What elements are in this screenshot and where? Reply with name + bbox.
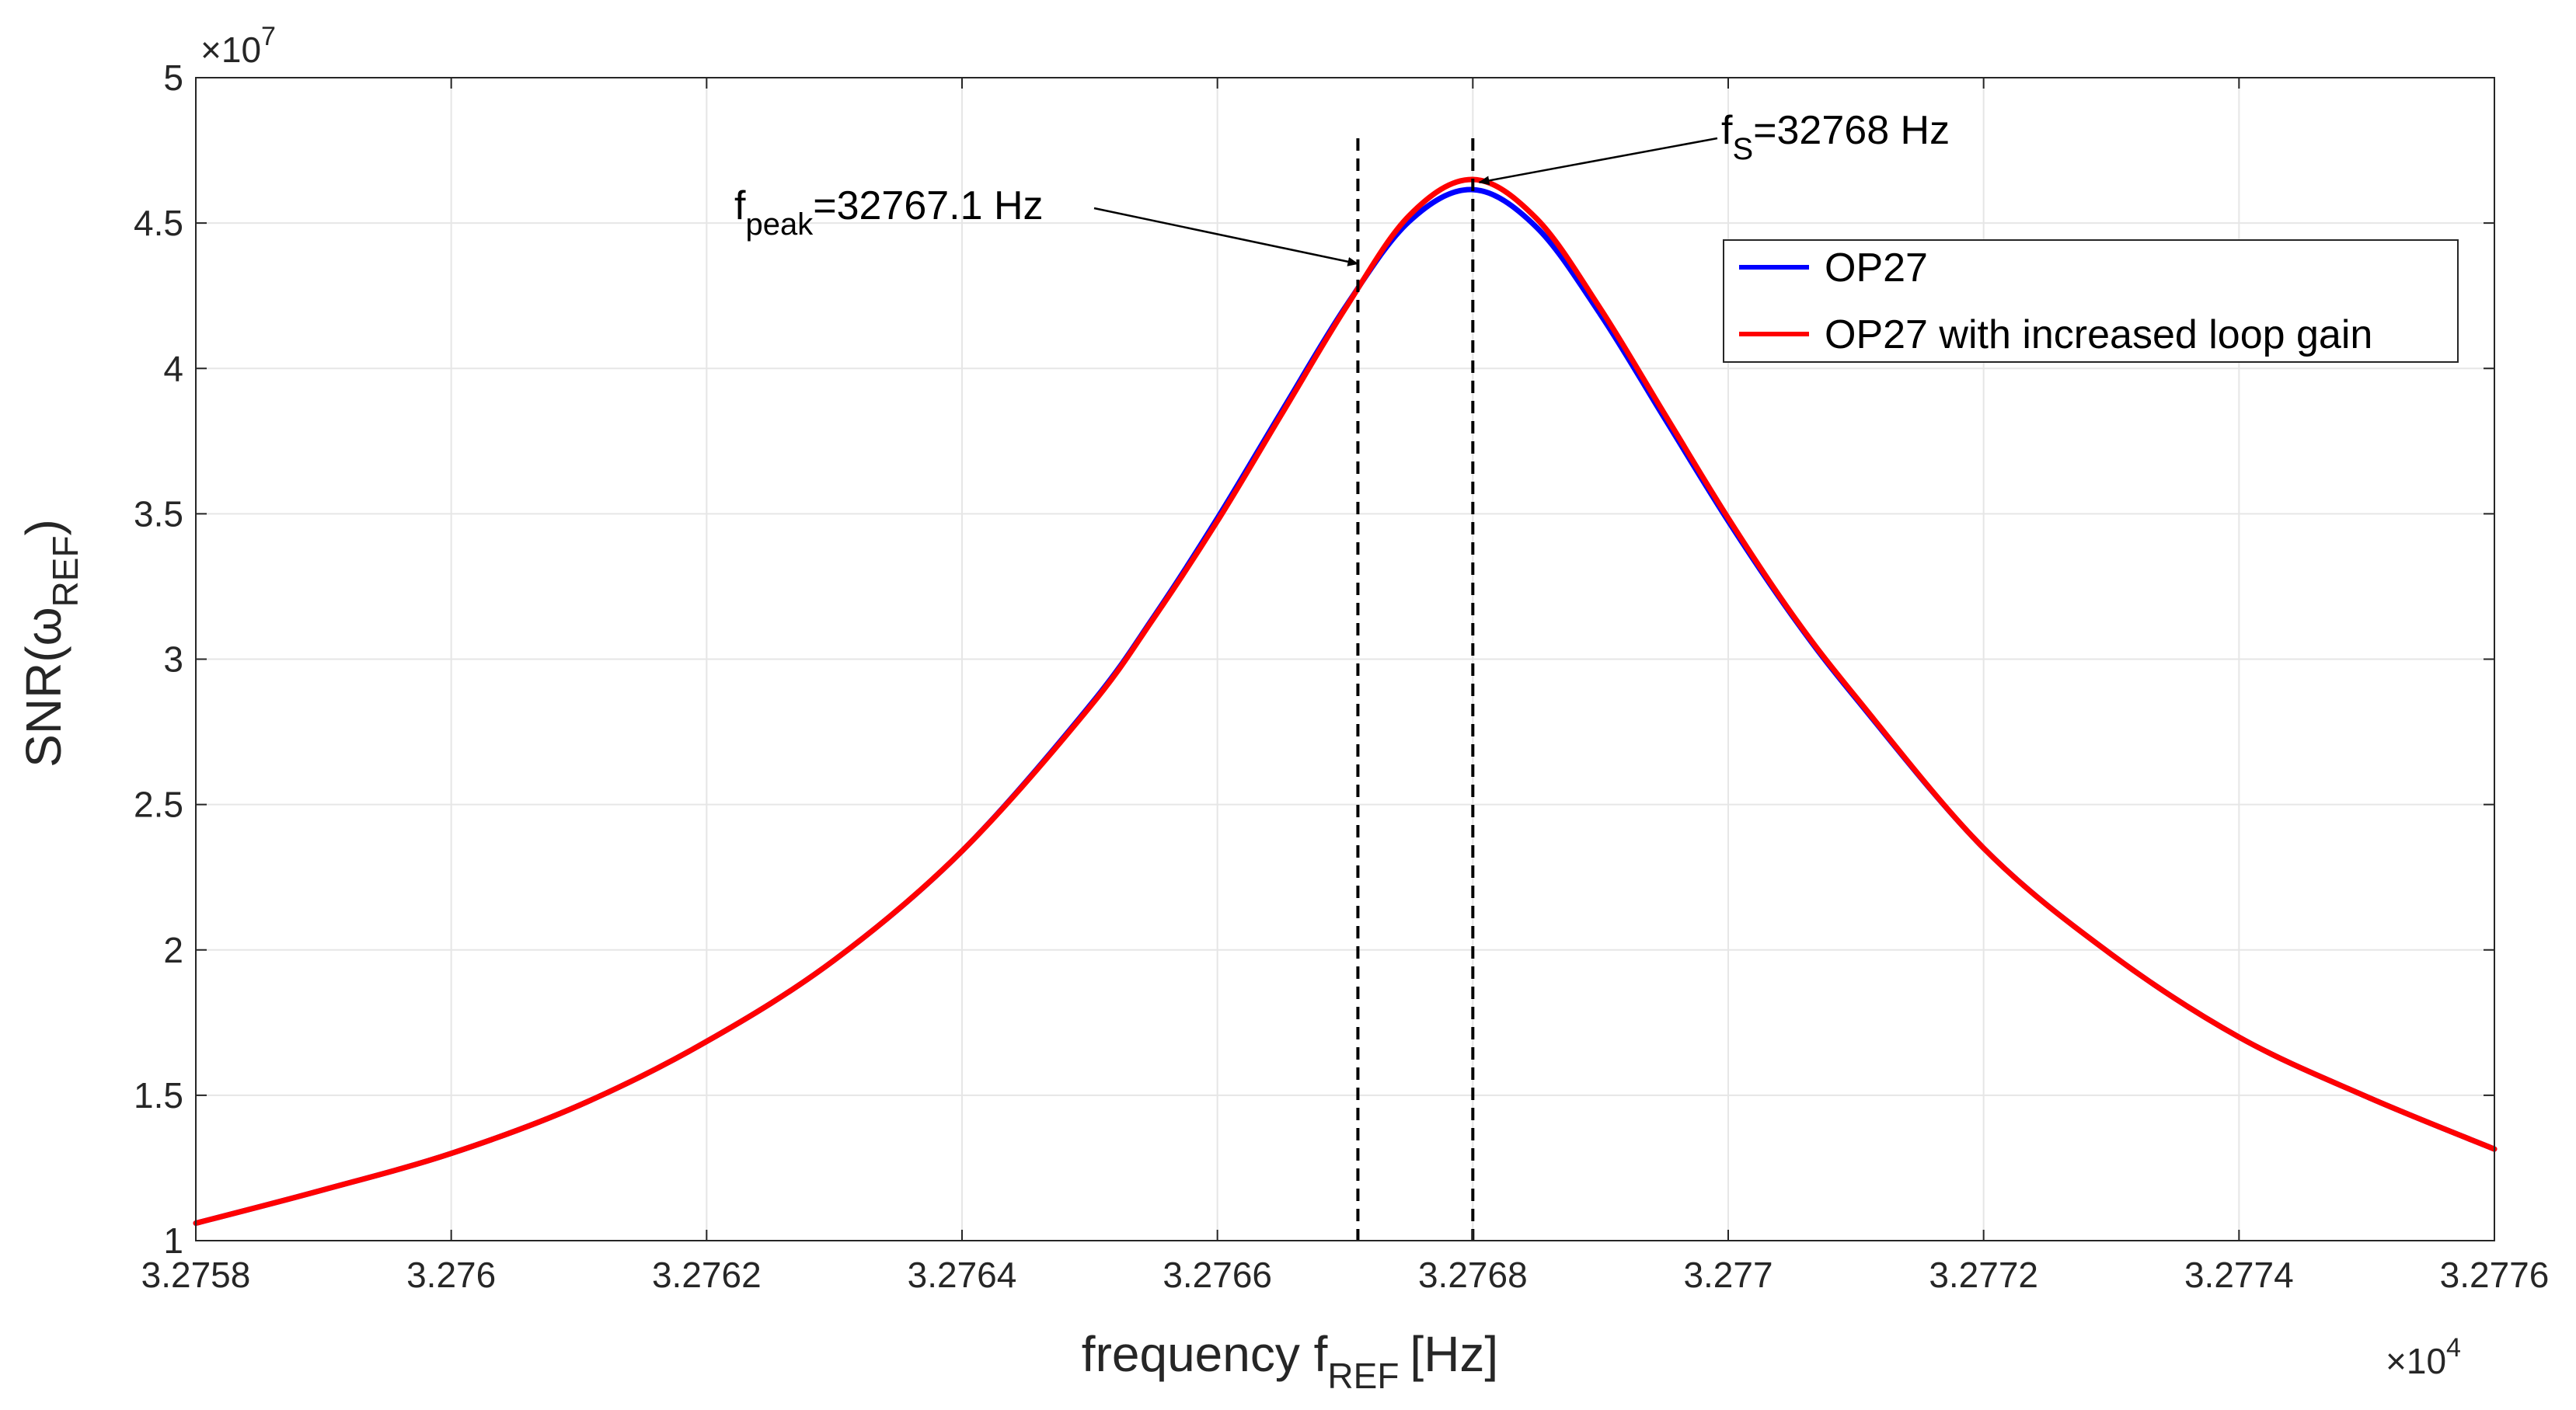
- x-tick-label-5: 3.2768: [1418, 1255, 1528, 1295]
- y-tick-label-1: 1.5: [134, 1075, 183, 1116]
- y-tick-label-3: 2.5: [134, 785, 183, 825]
- y-tick-label-6: 4: [163, 348, 183, 388]
- series-line-1: [193, 176, 2498, 1226]
- y-axis-label: SNR(ωREF): [16, 519, 85, 768]
- legend-label-increased-gain: OP27 with increased loop gain: [1825, 312, 2372, 357]
- legend-box: [1723, 239, 2459, 363]
- y-tick-label-8: 5: [163, 57, 183, 98]
- y-axis-label-main: SNR(ω: [16, 607, 71, 767]
- x-tick-label-2: 3.2762: [652, 1255, 762, 1295]
- series-group: [193, 176, 2498, 1226]
- y-axis-label-sub: REF: [45, 535, 85, 607]
- axis-ticks: 3.2758 3.276 3.2762 3.2764 3.2766 3.2768 3.277…: [134, 57, 2549, 1295]
- x-multiplier-exp: 4: [2446, 1333, 2461, 1363]
- x-multiplier: ×104: [2386, 1333, 2461, 1381]
- y-multiplier: ×107: [200, 22, 276, 70]
- x-multiplier-base: ×10: [2386, 1341, 2446, 1381]
- legend: OP27 OP27 with increased loop gain: [1723, 239, 2459, 363]
- x-tick-label-0: 3.2758: [141, 1255, 251, 1295]
- x-tick-label-3: 3.2764: [908, 1255, 1017, 1295]
- y-multiplier-exp: 7: [261, 22, 276, 51]
- x-axis-label: frequency fREF [Hz]: [1082, 1326, 1498, 1396]
- x-axis-label-main: frequency f: [1082, 1326, 1328, 1382]
- marker-lines: [1356, 138, 1475, 1241]
- y-tick-label-2: 2: [163, 930, 183, 970]
- annotation-arrow-0: [1093, 207, 1359, 266]
- annotation-text-0: fpeak=32767.1 Hz: [734, 183, 1044, 242]
- x-axis-label-unit: [Hz]: [1410, 1326, 1498, 1382]
- x-tick-label-1: 3.276: [406, 1255, 496, 1295]
- y-multiplier-base: ×10: [200, 30, 261, 70]
- x-tick-label-9: 3.2776: [2440, 1255, 2550, 1295]
- x-tick-label-7: 3.2772: [1929, 1255, 2038, 1295]
- x-tick-label-4: 3.2766: [1163, 1255, 1272, 1295]
- x-axis-label-sub: REF: [1327, 1356, 1399, 1396]
- annotations: fpeak=32767.1 Hz fS=32768 Hz: [734, 108, 1950, 266]
- y-tick-label-7: 4.5: [134, 203, 183, 243]
- annotation-arrow-1: [1478, 137, 1718, 186]
- y-axis-label-close: ): [16, 519, 71, 535]
- x-tick-label-8: 3.2774: [2184, 1255, 2294, 1295]
- y-tick-label-4: 3: [163, 639, 183, 680]
- x-tick-label-6: 3.277: [1683, 1255, 1773, 1295]
- legend-label-op27: OP27: [1825, 245, 1928, 291]
- annotation-text-1: fS=32768 Hz: [1721, 108, 1950, 166]
- y-tick-label-5: 3.5: [134, 493, 183, 534]
- y-tick-label-0: 1: [163, 1220, 183, 1261]
